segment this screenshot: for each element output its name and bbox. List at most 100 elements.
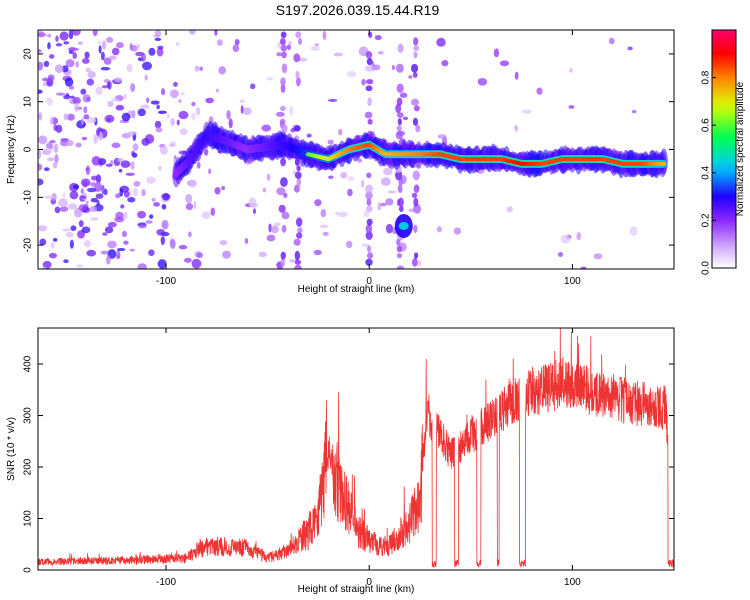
streak-blob	[294, 250, 301, 261]
noise-speckle	[48, 54, 55, 59]
noise-speckle	[166, 113, 170, 119]
streak-blob	[396, 97, 403, 106]
noise-speckle	[153, 202, 160, 207]
streak-blob	[364, 111, 373, 119]
snr-y-label: SNR (10 * v/v)	[6, 417, 17, 481]
noise-speckle	[568, 68, 574, 73]
y-tick-label: 20	[23, 48, 34, 60]
noise-speckle	[208, 168, 212, 175]
streak-blob	[413, 252, 419, 259]
noise-speckle	[80, 88, 87, 95]
noise-speckle	[118, 168, 123, 173]
noise-speckle	[98, 131, 104, 142]
noise-speckle	[141, 188, 146, 197]
noise-speckle	[38, 61, 44, 71]
noise-speckle	[411, 98, 419, 106]
noise-speckle	[62, 193, 66, 198]
noise-speckle	[111, 142, 121, 149]
streak-blob	[413, 203, 421, 214]
noise-speckle	[127, 197, 136, 203]
noise-speckle	[521, 109, 532, 114]
streak-blob	[280, 177, 288, 187]
streak-blob	[294, 264, 302, 269]
noise-speckle	[185, 203, 194, 211]
streak-blob	[367, 118, 373, 125]
noise-speckle	[276, 52, 283, 57]
noise-speckle	[81, 117, 85, 126]
streak-blob	[413, 184, 420, 194]
streak-blob	[367, 252, 374, 259]
noise-speckle	[514, 124, 519, 132]
noise-speckle	[64, 77, 74, 87]
noise-speckle	[38, 89, 43, 94]
noise-speckle	[629, 226, 638, 236]
streak-blob	[278, 204, 286, 213]
noise-speckle	[159, 145, 168, 155]
noise-speckle	[228, 118, 233, 129]
noise-speckle	[333, 52, 343, 57]
noise-speckle	[266, 77, 274, 81]
noise-speckle	[120, 204, 125, 209]
streak-blob	[396, 252, 403, 259]
streak-blob	[280, 157, 286, 167]
noise-speckle	[261, 124, 272, 132]
noise-speckle	[160, 236, 165, 246]
noise-speckle	[141, 52, 146, 62]
streak-blob	[366, 218, 373, 226]
noise-speckle	[385, 223, 394, 234]
noise-speckle	[107, 240, 117, 249]
streak-blob	[365, 51, 373, 59]
noise-speckle	[154, 30, 162, 38]
noise-speckle	[288, 41, 292, 46]
noise-speckle	[39, 238, 47, 246]
noise-speckle	[560, 234, 571, 244]
streak-blob	[412, 71, 418, 78]
colorbar-label: Normalized spectral amplitude	[735, 81, 746, 216]
noise-speckle	[361, 243, 369, 247]
noise-speckle	[132, 143, 139, 152]
noise-speckle	[380, 202, 387, 207]
noise-speckle	[179, 128, 188, 136]
noise-speckle	[89, 181, 97, 187]
noise-speckle	[74, 102, 80, 112]
noise-speckle	[123, 93, 127, 100]
spectrogram-x-label: Height of straight line (km)	[298, 284, 415, 295]
streak-blob	[365, 191, 373, 200]
x-tick-label: 0	[366, 577, 372, 588]
noise-speckle	[111, 47, 120, 56]
x-tick-label: -100	[156, 276, 176, 287]
noise-speckle	[126, 63, 133, 73]
noise-speckle	[191, 112, 196, 121]
noise-speckle	[176, 119, 180, 126]
streak-blob	[396, 245, 403, 253]
noise-speckle	[78, 220, 84, 228]
noise-speckle	[189, 180, 197, 188]
noise-speckle	[71, 30, 81, 36]
noise-speckle	[338, 128, 343, 136]
noise-speckle	[148, 47, 156, 56]
streak-blob	[366, 57, 373, 66]
noise-speckle	[86, 187, 97, 193]
noise-speckle	[215, 88, 220, 93]
noise-speckle	[201, 211, 211, 219]
noise-speckle	[154, 120, 162, 129]
noise-speckle	[185, 194, 193, 204]
noise-speckle	[117, 247, 126, 252]
noise-speckle	[38, 49, 42, 53]
noise-speckle	[169, 141, 177, 148]
noise-speckle	[627, 46, 633, 51]
noise-speckle	[314, 199, 322, 207]
streak-blob	[395, 170, 403, 181]
snr-series-line	[38, 328, 674, 569]
noise-speckle	[364, 65, 375, 72]
noise-speckle	[338, 211, 348, 218]
x-tick-label: 100	[564, 577, 581, 588]
noise-speckle	[158, 165, 162, 171]
noise-speckle	[92, 30, 98, 37]
noise-speckle	[477, 77, 488, 86]
snr-frame	[37, 327, 675, 571]
colorbar-tick-label: 0.0	[701, 261, 712, 275]
streak-blob	[413, 45, 420, 51]
streak-blob	[415, 124, 421, 133]
noise-speckle	[115, 193, 121, 199]
